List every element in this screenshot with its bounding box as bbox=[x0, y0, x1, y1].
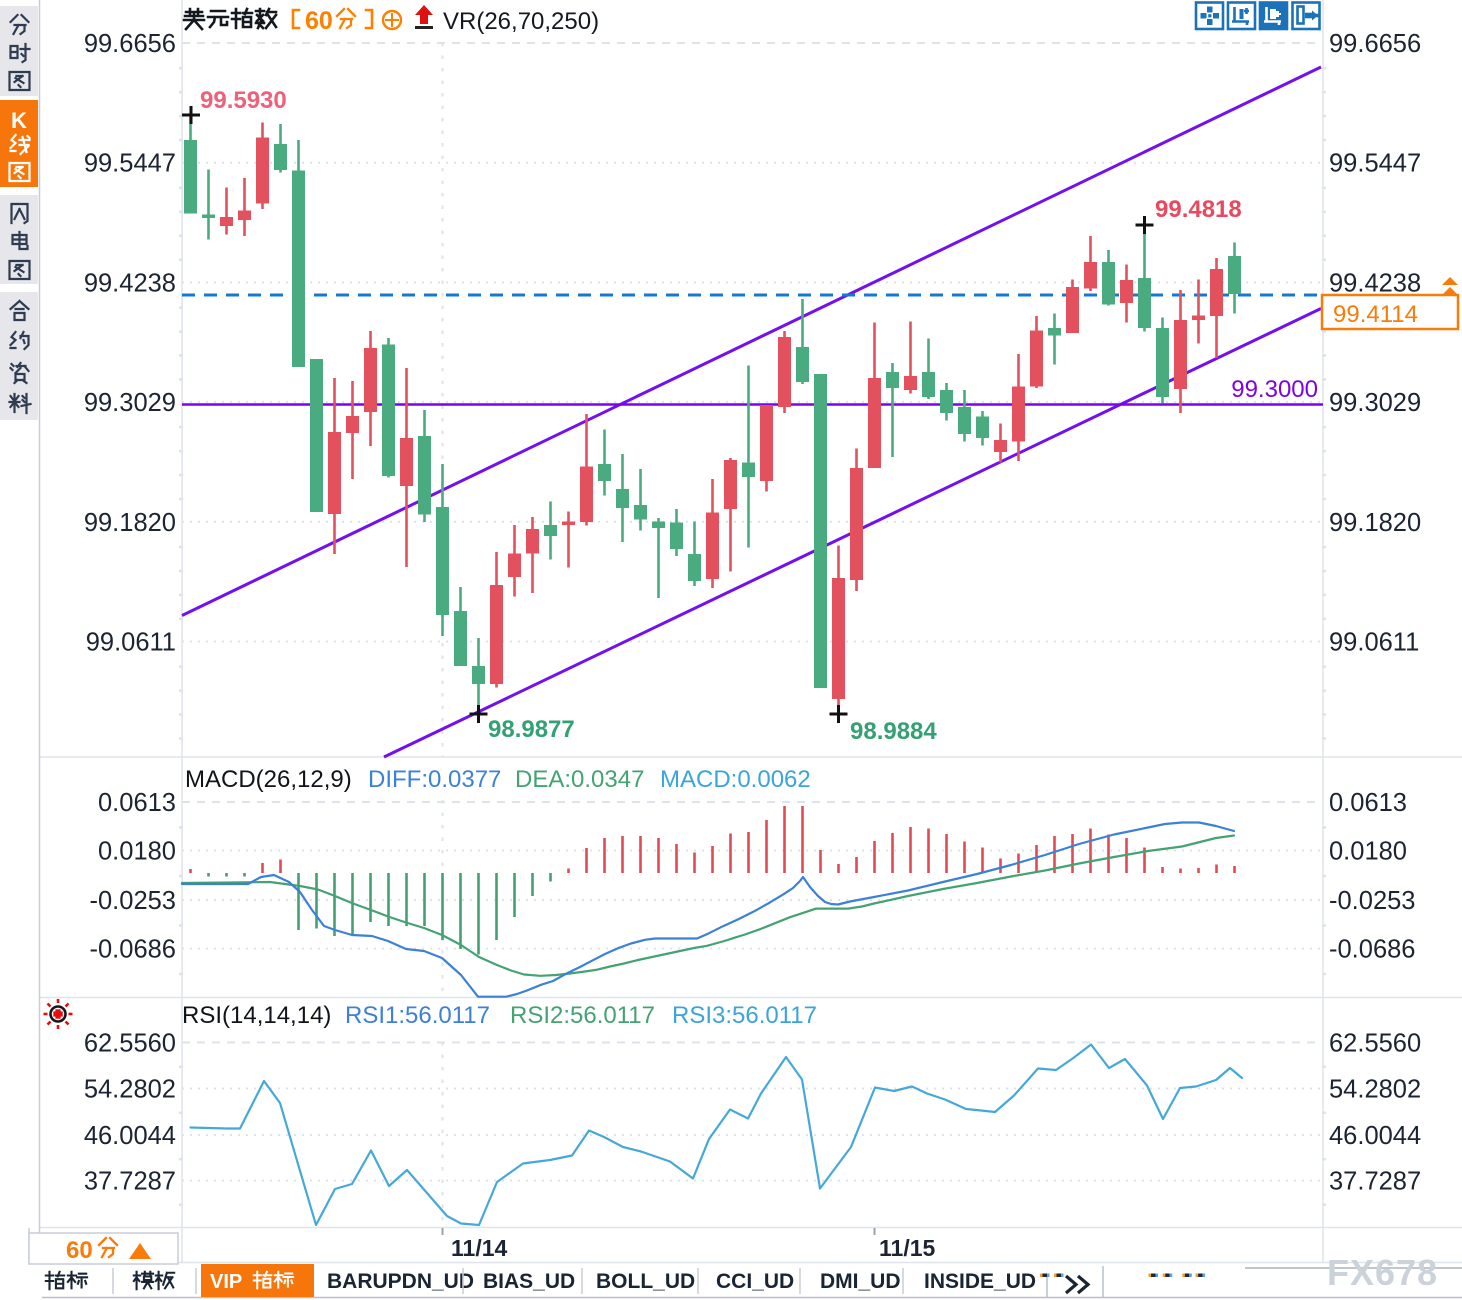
svg-text:RSI2:56.0117: RSI2:56.0117 bbox=[510, 1002, 655, 1029]
svg-text:99.4114: 99.4114 bbox=[1333, 301, 1418, 328]
svg-text:60: 60 bbox=[305, 7, 333, 35]
svg-text:62.5560: 62.5560 bbox=[1329, 1030, 1421, 1058]
svg-text:99.3029: 99.3029 bbox=[84, 389, 176, 417]
svg-text:0.0180: 0.0180 bbox=[98, 838, 176, 866]
svg-text:99.3029: 99.3029 bbox=[1329, 389, 1421, 417]
svg-text:RSI3:56.0117: RSI3:56.0117 bbox=[672, 1002, 817, 1029]
svg-text:54.2802: 54.2802 bbox=[1329, 1076, 1421, 1104]
svg-text:MACD(26,12,9): MACD(26,12,9) bbox=[185, 766, 352, 793]
svg-text:99.6656: 99.6656 bbox=[84, 30, 176, 58]
svg-text:99.4238: 99.4238 bbox=[84, 269, 176, 297]
svg-text:54.2802: 54.2802 bbox=[84, 1076, 176, 1104]
svg-text:46.0044: 46.0044 bbox=[84, 1122, 176, 1150]
svg-text:99.6656: 99.6656 bbox=[1329, 30, 1421, 58]
svg-text:99.5930: 99.5930 bbox=[200, 87, 287, 114]
svg-text:MACD:0.0062: MACD:0.0062 bbox=[660, 766, 811, 793]
svg-text:VR(26,70,250): VR(26,70,250) bbox=[443, 8, 599, 35]
svg-text:99.5447: 99.5447 bbox=[1329, 150, 1421, 178]
svg-text:K: K bbox=[11, 108, 27, 133]
svg-text:60: 60 bbox=[66, 1237, 93, 1264]
svg-text:FX678: FX678 bbox=[1327, 1252, 1438, 1293]
svg-text:46.0044: 46.0044 bbox=[1329, 1122, 1421, 1150]
svg-text:37.7287: 37.7287 bbox=[1329, 1168, 1421, 1196]
svg-text:37.7287: 37.7287 bbox=[84, 1168, 176, 1196]
svg-text:11/15: 11/15 bbox=[879, 1235, 935, 1261]
svg-text:99.1820: 99.1820 bbox=[1329, 509, 1421, 537]
svg-text:98.9884: 98.9884 bbox=[850, 718, 937, 745]
svg-text:-0.0686: -0.0686 bbox=[90, 936, 177, 964]
svg-text:99.0611: 99.0611 bbox=[86, 629, 176, 657]
svg-text:DEA:0.0347: DEA:0.0347 bbox=[515, 766, 644, 793]
svg-text:99.0611: 99.0611 bbox=[1329, 629, 1419, 657]
svg-text:CCI_UD: CCI_UD bbox=[716, 1270, 794, 1293]
svg-text:0.0613: 0.0613 bbox=[1329, 789, 1407, 817]
svg-text:BOLL_UD: BOLL_UD bbox=[596, 1270, 695, 1293]
svg-text:DMI_UD: DMI_UD bbox=[820, 1270, 901, 1293]
svg-text:62.5560: 62.5560 bbox=[84, 1030, 176, 1058]
svg-text:99.5447: 99.5447 bbox=[84, 150, 176, 178]
svg-text:VIP: VIP bbox=[210, 1271, 242, 1293]
svg-text:DIFF:0.0377: DIFF:0.0377 bbox=[368, 766, 501, 793]
svg-text:-0.0253: -0.0253 bbox=[90, 887, 177, 915]
svg-text:98.9877: 98.9877 bbox=[488, 716, 575, 743]
svg-text:BIAS_UD: BIAS_UD bbox=[483, 1270, 575, 1293]
svg-text:0.0613: 0.0613 bbox=[98, 789, 176, 817]
svg-text:-0.0686: -0.0686 bbox=[1329, 936, 1416, 964]
svg-text:99.3000: 99.3000 bbox=[1231, 376, 1318, 403]
svg-text:11/14: 11/14 bbox=[451, 1235, 507, 1261]
svg-text:99.4238: 99.4238 bbox=[1329, 269, 1421, 297]
svg-text:-0.0253: -0.0253 bbox=[1329, 887, 1416, 915]
svg-text:BARUPDN_UD: BARUPDN_UD bbox=[327, 1270, 474, 1293]
svg-text:99.1820: 99.1820 bbox=[84, 509, 176, 537]
svg-text:99.4818: 99.4818 bbox=[1155, 196, 1242, 223]
svg-text:INSIDE_UD: INSIDE_UD bbox=[924, 1270, 1036, 1293]
svg-text:RSI1:56.0117: RSI1:56.0117 bbox=[345, 1002, 490, 1029]
svg-text:RSI(14,14,14): RSI(14,14,14) bbox=[182, 1002, 331, 1029]
svg-text:0.0180: 0.0180 bbox=[1329, 838, 1407, 866]
